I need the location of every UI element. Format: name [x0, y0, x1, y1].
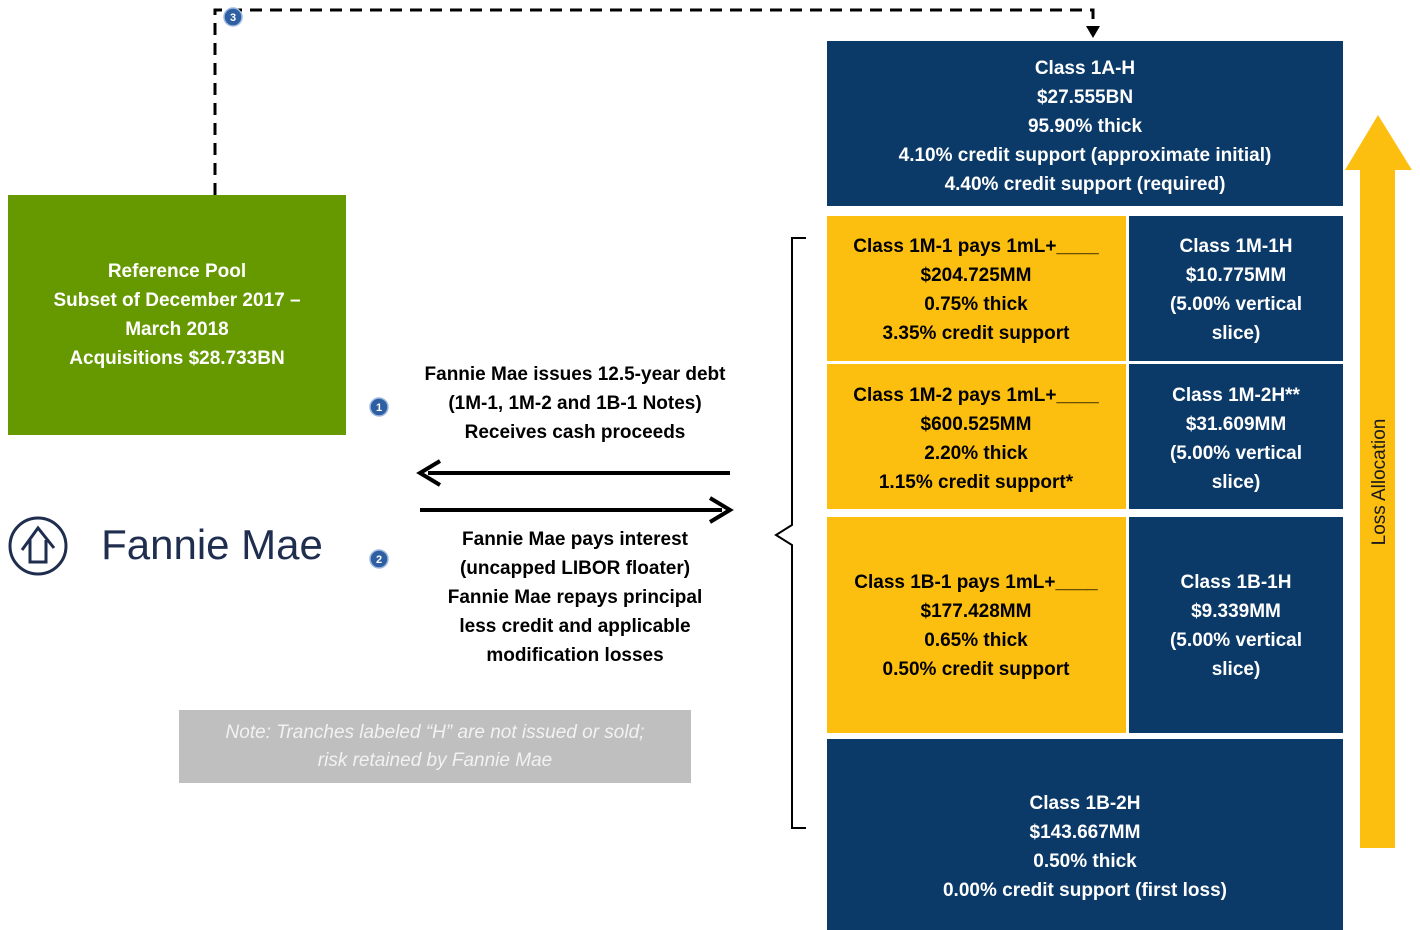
reference-pool-text: March 2018: [125, 319, 229, 340]
tranche-1b1: [827, 517, 1126, 733]
tranche-text: $31.609MM: [1186, 414, 1286, 435]
tranche-text: $9.339MM: [1191, 601, 1281, 622]
tranche-1m2: [827, 364, 1126, 509]
tranche-1m1h: [1129, 216, 1343, 361]
step-2-text: (uncapped LIBOR floater): [460, 558, 690, 579]
tranche-text: Class 1M-2 pays 1mL+____: [853, 385, 1099, 406]
first-loss-tranche: [827, 739, 1343, 930]
reference-pool-text: Acquisitions $28.733BN: [69, 348, 284, 369]
tranche-text: 1.15% credit support*: [879, 472, 1074, 493]
step-badge: [223, 7, 243, 27]
reference-pool-text: Reference Pool: [108, 261, 246, 282]
tranche-text: 0.50% credit support: [883, 659, 1071, 680]
step-1-text: Receives cash proceeds: [465, 422, 686, 443]
senior-text: $27.555BN: [1037, 87, 1133, 108]
tranche-text: $600.525MM: [921, 414, 1032, 435]
fannie-mae-logo: Fannie Mae: [8, 516, 323, 576]
tranche-text: slice): [1212, 323, 1261, 344]
step-badge: [369, 549, 389, 569]
first-loss-text: $143.667MM: [1030, 822, 1141, 843]
reference-pool-text: Subset of December 2017 –: [53, 290, 300, 311]
senior-text: 4.40% credit support (required): [945, 174, 1226, 195]
tranche-text: $204.725MM: [921, 265, 1032, 286]
arrow-right-head: [708, 496, 734, 524]
first-loss-text: Class 1B-2H: [1030, 793, 1141, 814]
step-2-text: modification losses: [486, 645, 663, 666]
step-number: 2: [376, 554, 382, 566]
bracket: [774, 237, 806, 829]
step-2-text: Fannie Mae pays interest: [462, 529, 689, 550]
step-badge: [369, 397, 389, 417]
tranche-text: 2.20% thick: [924, 443, 1028, 464]
senior-text: Class 1A-H: [1035, 58, 1135, 79]
tranche-text: slice): [1212, 659, 1261, 680]
arrow-head: [1086, 26, 1100, 38]
tranche-text: $177.428MM: [921, 601, 1032, 622]
tranche-text: Class 1M-2H**: [1172, 385, 1300, 406]
note-box: [179, 710, 691, 783]
tranche-text: $10.775MM: [1186, 265, 1286, 286]
step-2-text: Fannie Mae repays principal: [448, 587, 702, 608]
reference-pool-box: [8, 195, 346, 435]
loss-allocation-label: Loss Allocation: [1369, 419, 1390, 546]
step-number: 3: [230, 12, 236, 24]
step-1-text: (1M-1, 1M-2 and 1B-1 Notes): [448, 393, 701, 414]
tranche-1m1: [827, 216, 1126, 361]
loss-allocation-arrow: [1345, 115, 1412, 848]
senior-text: 95.90% thick: [1028, 116, 1142, 137]
tranche-text: (5.00% vertical: [1170, 630, 1302, 651]
tranche-1b1h: [1129, 517, 1343, 733]
first-loss-text: 0.50% thick: [1033, 851, 1137, 872]
step-2-text: less credit and applicable: [459, 616, 690, 637]
tranche-text: slice): [1212, 472, 1261, 493]
senior-text: 4.10% credit support (approximate initia…: [899, 145, 1272, 166]
first-loss-text: 0.00% credit support (first loss): [943, 880, 1227, 901]
step-number: 1: [376, 402, 382, 414]
tranche-text: (5.00% vertical: [1170, 443, 1302, 464]
note-text: risk retained by Fannie Mae: [318, 750, 552, 771]
tranche-text: 0.65% thick: [924, 630, 1028, 651]
tranche-text: Class 1B-1 pays 1mL+____: [854, 572, 1098, 593]
tranche-1m2h: [1129, 364, 1343, 509]
note-text: Note: Tranches labeled “H” are not issue…: [226, 722, 645, 743]
logo-text: Fannie Mae: [101, 521, 323, 568]
dashed-connector: [213, 8, 1095, 195]
step-1-text: Fannie Mae issues 12.5-year debt: [425, 364, 727, 385]
tranche-text: Class 1M-1 pays 1mL+____: [853, 236, 1099, 257]
tranche-text: 3.35% credit support: [883, 323, 1071, 344]
tranche-text: Class 1M-1H: [1180, 236, 1293, 257]
senior-tranche: [827, 41, 1343, 206]
arrow-left-head: [416, 459, 442, 487]
tranche-text: (5.00% vertical: [1170, 294, 1302, 315]
tranche-text: Class 1B-1H: [1181, 572, 1292, 593]
tranche-text: 0.75% thick: [924, 294, 1028, 315]
